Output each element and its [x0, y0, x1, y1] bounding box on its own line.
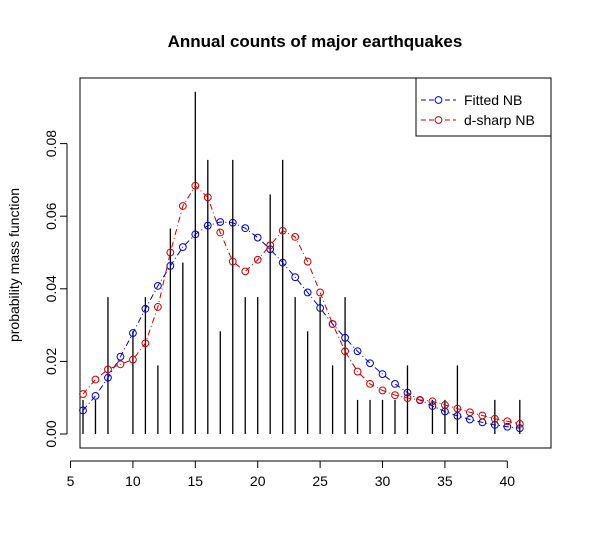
- series-layer: [79, 181, 524, 433]
- series-point-1: [79, 390, 87, 398]
- series-point-0: [403, 388, 412, 397]
- series-point-1: [515, 419, 524, 428]
- y-tick-label: 0.00: [43, 420, 59, 447]
- series-point-0: [291, 273, 300, 282]
- series-point-0: [341, 333, 349, 342]
- series-point-1: [328, 320, 337, 328]
- series-point-0: [515, 424, 524, 433]
- legend-fitted-label: Fitted NB: [464, 92, 522, 108]
- x-tick-label: 40: [500, 473, 516, 489]
- series-point-0: [104, 373, 112, 382]
- series-point-1: [141, 339, 150, 348]
- series-point-1: [441, 401, 449, 409]
- series-point-1: [153, 303, 162, 311]
- series-point-1: [416, 395, 424, 404]
- legend-dsharp-marker: [434, 116, 443, 124]
- series-point-0: [141, 304, 150, 313]
- series-point-0: [490, 421, 499, 429]
- y-tick-label: 0.08: [43, 130, 59, 157]
- series-point-0: [228, 218, 237, 227]
- x-tick-label: 35: [437, 473, 453, 489]
- series-point-0: [203, 221, 212, 230]
- x-tick-label: 10: [125, 473, 141, 489]
- series-point-1: [341, 347, 349, 356]
- series-point-1: [478, 411, 487, 420]
- legend-fitted-marker: [434, 96, 443, 104]
- series-point-0: [353, 347, 362, 356]
- legend-dsharp-label: d-sharp NB: [464, 112, 535, 128]
- series-point-0: [79, 406, 87, 415]
- series-point-1: [191, 181, 200, 190]
- x-tick-label: 25: [312, 473, 328, 489]
- y-tick-label: 0.02: [43, 348, 59, 375]
- series-point-1: [353, 367, 362, 376]
- x-tick-label: 5: [67, 473, 75, 489]
- series-point-1: [403, 394, 412, 402]
- series-point-0: [216, 218, 225, 226]
- series-point-1: [428, 397, 437, 406]
- series-point-1: [253, 255, 262, 264]
- series-point-1: [216, 228, 225, 237]
- series-point-0: [91, 391, 100, 400]
- series-point-0: [378, 370, 387, 379]
- series-point-0: [316, 304, 325, 312]
- series-point-1: [316, 288, 325, 297]
- series-point-1: [378, 386, 387, 395]
- series-point-1: [291, 232, 300, 241]
- series-point-0: [191, 230, 200, 239]
- series-point-1: [91, 375, 100, 384]
- series-point-0: [428, 402, 437, 410]
- series-point-0: [241, 224, 250, 233]
- y-tick-label: 0.06: [43, 202, 59, 229]
- legend-box: [415, 77, 552, 137]
- series-line-1: [82, 184, 520, 425]
- series-point-0: [253, 233, 262, 242]
- series-point-1: [278, 226, 287, 235]
- series-point-0: [278, 258, 287, 267]
- series-point-0: [391, 380, 399, 388]
- series-point-1: [465, 408, 474, 417]
- series-point-1: [303, 257, 312, 266]
- x-tick-label: 30: [375, 473, 391, 489]
- series-point-1: [203, 193, 212, 202]
- x-axis: 5 10 15 20 25 30 35 40: [67, 460, 516, 489]
- plot-frame: [79, 77, 552, 449]
- series-point-1: [241, 267, 250, 276]
- series-point-1: [166, 248, 175, 257]
- series-point-1: [228, 257, 237, 266]
- series-point-1: [266, 241, 275, 250]
- series-point-0: [153, 281, 162, 290]
- y-axis-label: probability mass function: [6, 188, 22, 342]
- y-axis: 0.00 0.02 0.04 0.06 0.08: [43, 130, 68, 448]
- series-point-1: [129, 355, 137, 364]
- chart-title: Annual counts of major earthquakes: [168, 32, 463, 51]
- series-point-0: [116, 352, 125, 361]
- series-point-1: [391, 391, 399, 400]
- legend: Fitted NB d-sharp NB: [415, 77, 552, 137]
- series-point-1: [104, 365, 112, 374]
- series-point-1: [453, 404, 462, 413]
- series-point-0: [366, 359, 374, 368]
- series-point-0: [503, 422, 512, 431]
- y-tick-label: 0.04: [43, 275, 59, 302]
- series-point-1: [503, 417, 512, 426]
- series-point-0: [178, 243, 187, 251]
- series-point-0: [129, 329, 137, 337]
- series-point-1: [490, 414, 499, 423]
- series-point-1: [366, 380, 374, 388]
- x-tick-label: 15: [188, 473, 204, 489]
- series-point-1: [116, 360, 125, 369]
- series-point-0: [303, 288, 312, 297]
- x-tick-label: 20: [250, 473, 266, 489]
- series-point-0: [166, 262, 175, 270]
- series-point-1: [178, 202, 187, 210]
